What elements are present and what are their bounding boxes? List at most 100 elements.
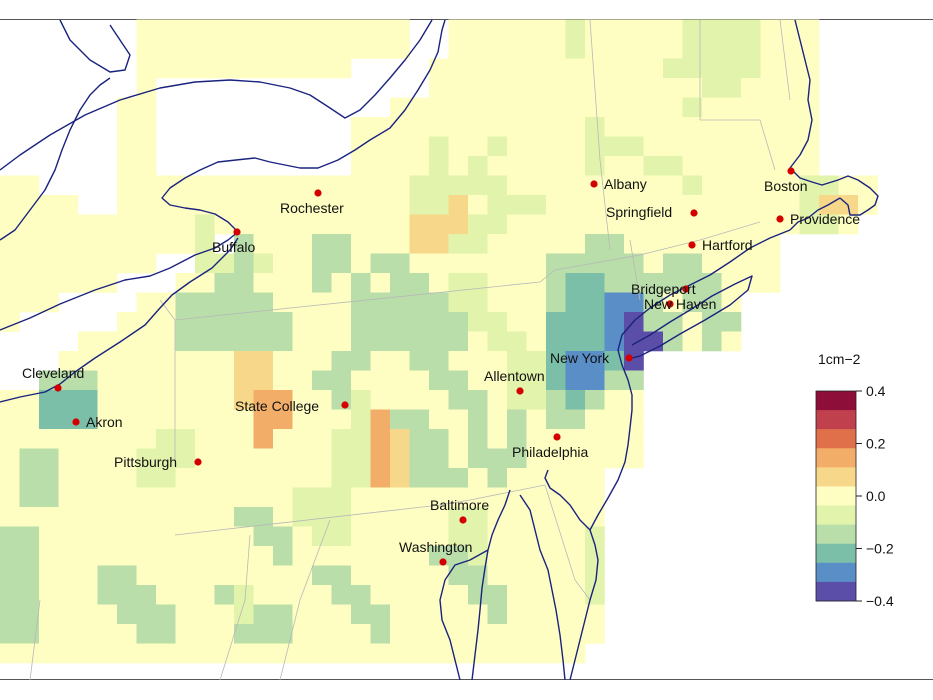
grid-cell [741,273,761,293]
grid-cell [312,370,332,391]
grid-cell [468,97,488,118]
grid-cell [390,97,410,118]
grid-cell [409,292,430,313]
city-marker [787,167,795,175]
grid-cell [663,58,683,79]
grid-cell [136,156,157,176]
grid-cell [195,585,215,605]
grid-cell [97,643,118,664]
grid-cell [253,234,274,254]
grid-cell [487,273,508,293]
grid-cell [370,136,391,157]
grid-cell [565,58,586,79]
grid-cell [58,546,79,566]
grid-cell [448,351,469,371]
grid-cell [643,195,664,215]
city-marker [553,433,561,441]
grid-cell [721,58,742,79]
grid-cell [760,78,781,98]
grid-cell [448,565,469,586]
grid-cell [741,234,761,254]
grid-cell [175,448,196,469]
grid-cell [19,624,40,644]
grid-cell [526,78,547,98]
grid-cell [546,39,566,59]
grid-cell [292,643,313,664]
grid-cell [663,195,683,215]
grid-cell [604,390,625,410]
grid-cell [663,253,683,274]
grid-cell [429,526,449,547]
grid-cell [370,526,391,547]
grid-cell [565,195,586,215]
grid-cell [546,409,566,430]
grid-cell [292,429,313,449]
grid-cell [799,39,820,59]
city-pittsburgh: Pittsburgh [114,454,202,470]
grid-cell [487,117,508,137]
grid-cell [351,331,371,352]
grid-cell [351,409,371,430]
grid-cell [253,390,274,410]
grid-cell [546,390,566,410]
grid-cell [448,19,469,40]
grid-cell [234,546,254,566]
grid-cell [546,19,566,40]
grid-cell [546,195,566,215]
legend-swatch [816,581,856,602]
city-label: New Haven [644,296,716,312]
grid-cell [253,214,274,235]
grid-cell [351,429,371,449]
grid-cell [312,487,332,508]
grid-cell [351,448,371,469]
grid-cell [370,351,391,371]
grid-cell [507,585,527,605]
grid-cell [0,507,20,527]
grid-cell [253,507,274,527]
grid-cell [546,370,566,391]
grid-cell [468,78,488,98]
grid-cell [351,292,371,313]
grid-cell [292,234,313,254]
grid-cell [156,19,176,40]
city-marker [233,228,241,236]
grid-cell [97,214,118,235]
grid-cell [624,448,644,469]
grid-cell [292,585,313,605]
grid-cell [97,546,118,566]
grid-cell [370,429,391,449]
grid-cell [156,312,176,332]
grid-cell [585,351,605,371]
grid-cell [429,175,449,196]
grid-cell [643,312,664,332]
grid-cell [624,331,644,352]
state-borders [29,19,791,681]
grid-cell [214,526,235,547]
grid-cell [312,604,332,625]
grid-cell [487,195,508,215]
grid-cell [312,448,332,469]
grid-cell [448,370,469,391]
grid-cell [624,370,644,391]
grid-cell [39,624,59,644]
grid-cell [273,19,293,40]
grid-cell [526,175,547,196]
grid-cell [234,507,254,527]
grid-cell [39,487,59,508]
grid-cell [487,448,508,469]
grid-cell [370,39,391,59]
grid-cell [273,253,293,274]
grid-cell [253,58,274,79]
grid-cell [156,565,176,586]
grid-cell [195,58,215,79]
grid-cell [273,448,293,469]
grid-cell [409,546,430,566]
city-label: Boston [764,178,808,194]
grid-cell [136,117,157,137]
grid-cell [195,370,215,391]
grid-cell [390,156,410,176]
grid-cell [156,643,176,664]
grid-cell [507,234,527,254]
grid-cell [234,234,254,254]
grid-cell [585,370,605,391]
